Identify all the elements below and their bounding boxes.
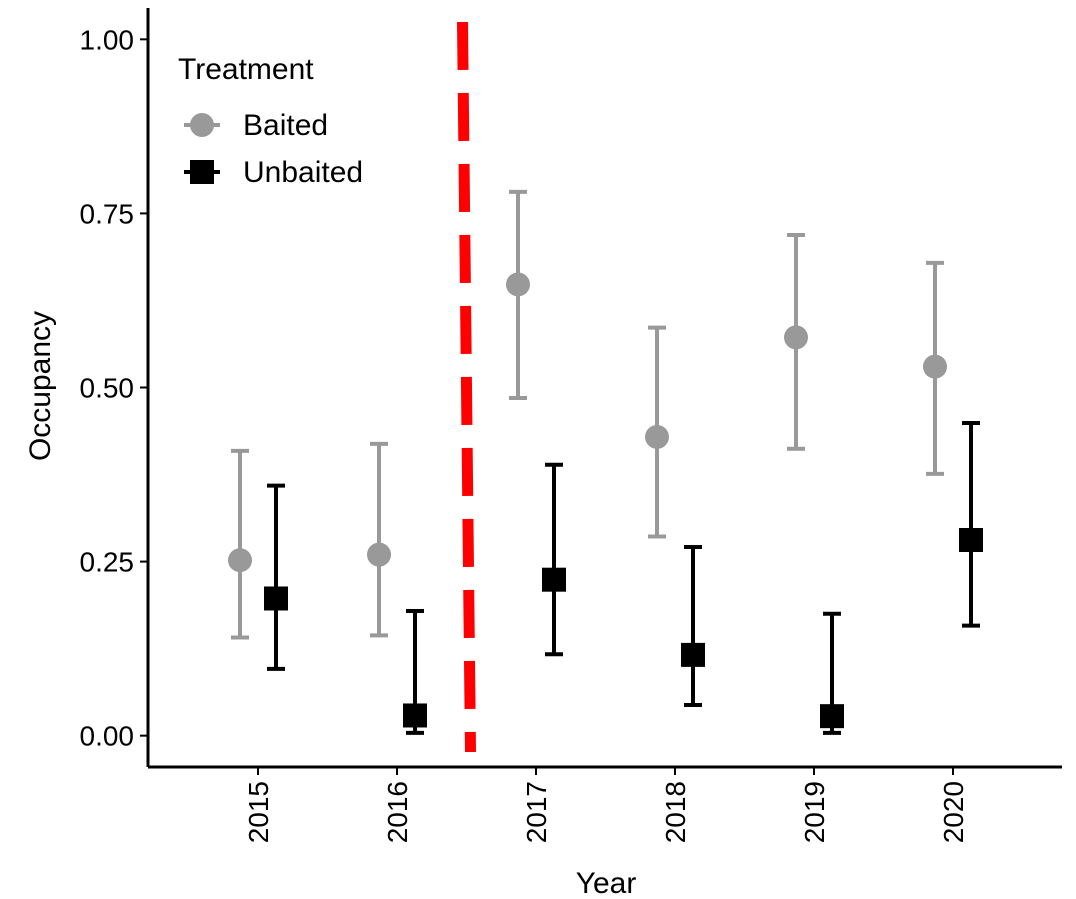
y-tick-label: 0.25 — [80, 547, 135, 578]
data-point-circle — [367, 542, 391, 567]
axes: 0.00 0.25 0.50 0.75 1.00 2015 2016 2017 2018 2019… — [80, 8, 1062, 843]
series-baited — [228, 189, 947, 640]
y-axis-title: Occupancy — [24, 311, 57, 461]
data-point-square — [959, 527, 983, 552]
data-point-square — [681, 642, 705, 667]
legend-label: Unbaited — [243, 156, 363, 189]
data-point-square — [542, 567, 566, 592]
data-point-circle — [645, 424, 669, 449]
x-tick-label: 2020 — [938, 781, 969, 843]
y-tick-label: 0.75 — [80, 198, 135, 229]
reference-line-layer — [457, 21, 476, 753]
data-point-circle — [228, 548, 252, 573]
y-tick-label: 0.00 — [80, 721, 135, 752]
data-point-circle — [923, 354, 947, 379]
x-tick-label: 2017 — [521, 781, 552, 843]
data-point-circle — [784, 325, 808, 350]
data-point-square — [403, 703, 427, 728]
legend-title: Treatment — [178, 53, 314, 86]
data-layer — [228, 189, 983, 735]
data-point-square — [264, 586, 288, 611]
x-tick-label: 2016 — [382, 781, 413, 843]
legend-label: Baited — [243, 109, 328, 142]
legend-key-circle — [190, 113, 214, 137]
data-point-circle — [506, 272, 530, 297]
x-axis-title: Year — [576, 867, 637, 899]
treatment-start-dashed-line — [457, 21, 476, 753]
legend-key-square — [190, 160, 214, 184]
legend: Baited Unbaited — [184, 109, 363, 189]
y-tick-label: 1.00 — [80, 24, 135, 55]
x-tick-label: 2018 — [660, 781, 691, 843]
y-tick-label: 0.50 — [80, 373, 135, 404]
x-tick-label: 2015 — [243, 781, 274, 843]
x-tick-label: 2019 — [799, 781, 830, 843]
data-point-square — [820, 704, 844, 729]
series-unbaited — [264, 421, 983, 735]
